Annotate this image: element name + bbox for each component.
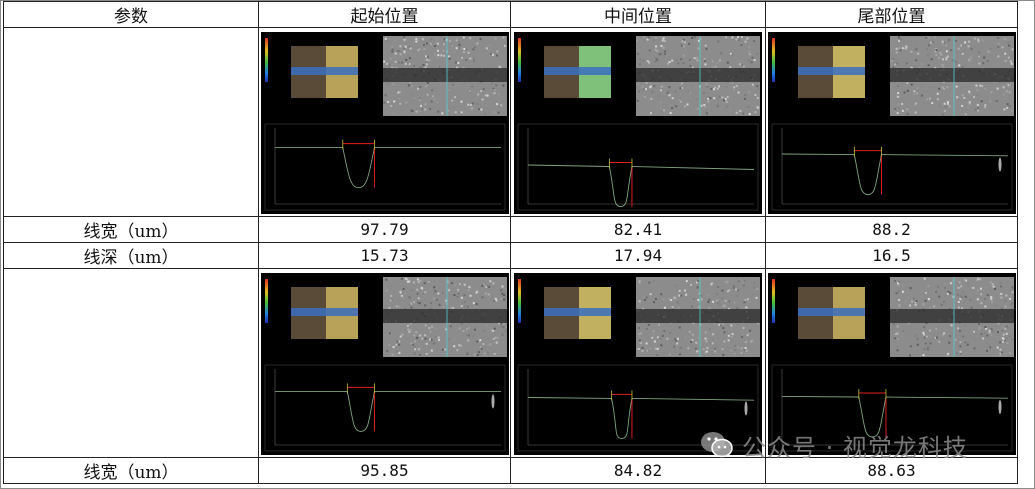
row-line-width-2: 线宽（um） 95.85 84.82 88.63 xyxy=(3,457,1018,484)
header-end-position: 尾部位置 xyxy=(765,1,1018,28)
value-end: 88.63 xyxy=(765,457,1018,484)
row-label: 线深（um） xyxy=(3,242,259,269)
wechat-icon xyxy=(701,432,733,458)
measurement-panel-graphic xyxy=(771,36,1014,211)
measurement-panel-graphic xyxy=(517,36,760,211)
measurement-panel-graphic xyxy=(771,277,1014,452)
header-middle-position: 中间位置 xyxy=(510,1,766,28)
value-start: 97.79 xyxy=(258,216,511,243)
image-cell-middle-1 xyxy=(510,27,766,217)
watermark: 公众号 · 视觉龙科技 xyxy=(700,428,968,462)
measurement-panel xyxy=(767,32,1016,214)
row-label: 线宽（um） xyxy=(3,216,259,243)
measurement-panel xyxy=(260,32,509,214)
image-row-1 xyxy=(3,27,1018,217)
row-line-depth: 线深（um） 15.73 17.94 16.5 xyxy=(3,242,1018,269)
row-line-width-1: 线宽（um） 97.79 82.41 88.2 xyxy=(3,216,1018,243)
value-end: 16.5 xyxy=(765,242,1018,269)
row-label: 线宽（um） xyxy=(3,457,259,484)
measurement-panel-graphic xyxy=(264,277,507,452)
image-cell-end-1 xyxy=(765,27,1018,217)
watermark-text: 公众号 · 视觉龙科技 xyxy=(742,433,968,462)
value-start: 95.85 xyxy=(258,457,511,484)
image-cell-start-1 xyxy=(258,27,511,217)
value-middle: 17.94 xyxy=(510,242,766,269)
image-row-label-cell xyxy=(3,27,259,217)
measurement-panel-graphic xyxy=(264,36,507,211)
measurement-panel xyxy=(514,273,762,455)
value-start: 15.73 xyxy=(258,242,511,269)
measurement-panel xyxy=(514,32,762,214)
header-start-position: 起始位置 xyxy=(258,1,511,28)
image-row-2 xyxy=(3,268,1018,458)
value-middle: 82.41 xyxy=(510,216,766,243)
measurement-panel xyxy=(260,273,509,455)
image-cell-end-2 xyxy=(765,268,1018,458)
value-middle: 84.82 xyxy=(510,457,766,484)
image-cell-start-2 xyxy=(258,268,511,458)
measurement-panel-graphic xyxy=(517,277,760,452)
value-end: 88.2 xyxy=(765,216,1018,243)
image-row-label-cell xyxy=(3,268,259,458)
measurement-table: 参数 起始位置 中间位置 尾部位置 线宽（um） 97.79 82.41 88.… xyxy=(3,1,1018,484)
measurement-panel xyxy=(767,273,1016,455)
header-param: 参数 xyxy=(3,1,259,28)
header-row: 参数 起始位置 中间位置 尾部位置 xyxy=(3,1,1018,28)
